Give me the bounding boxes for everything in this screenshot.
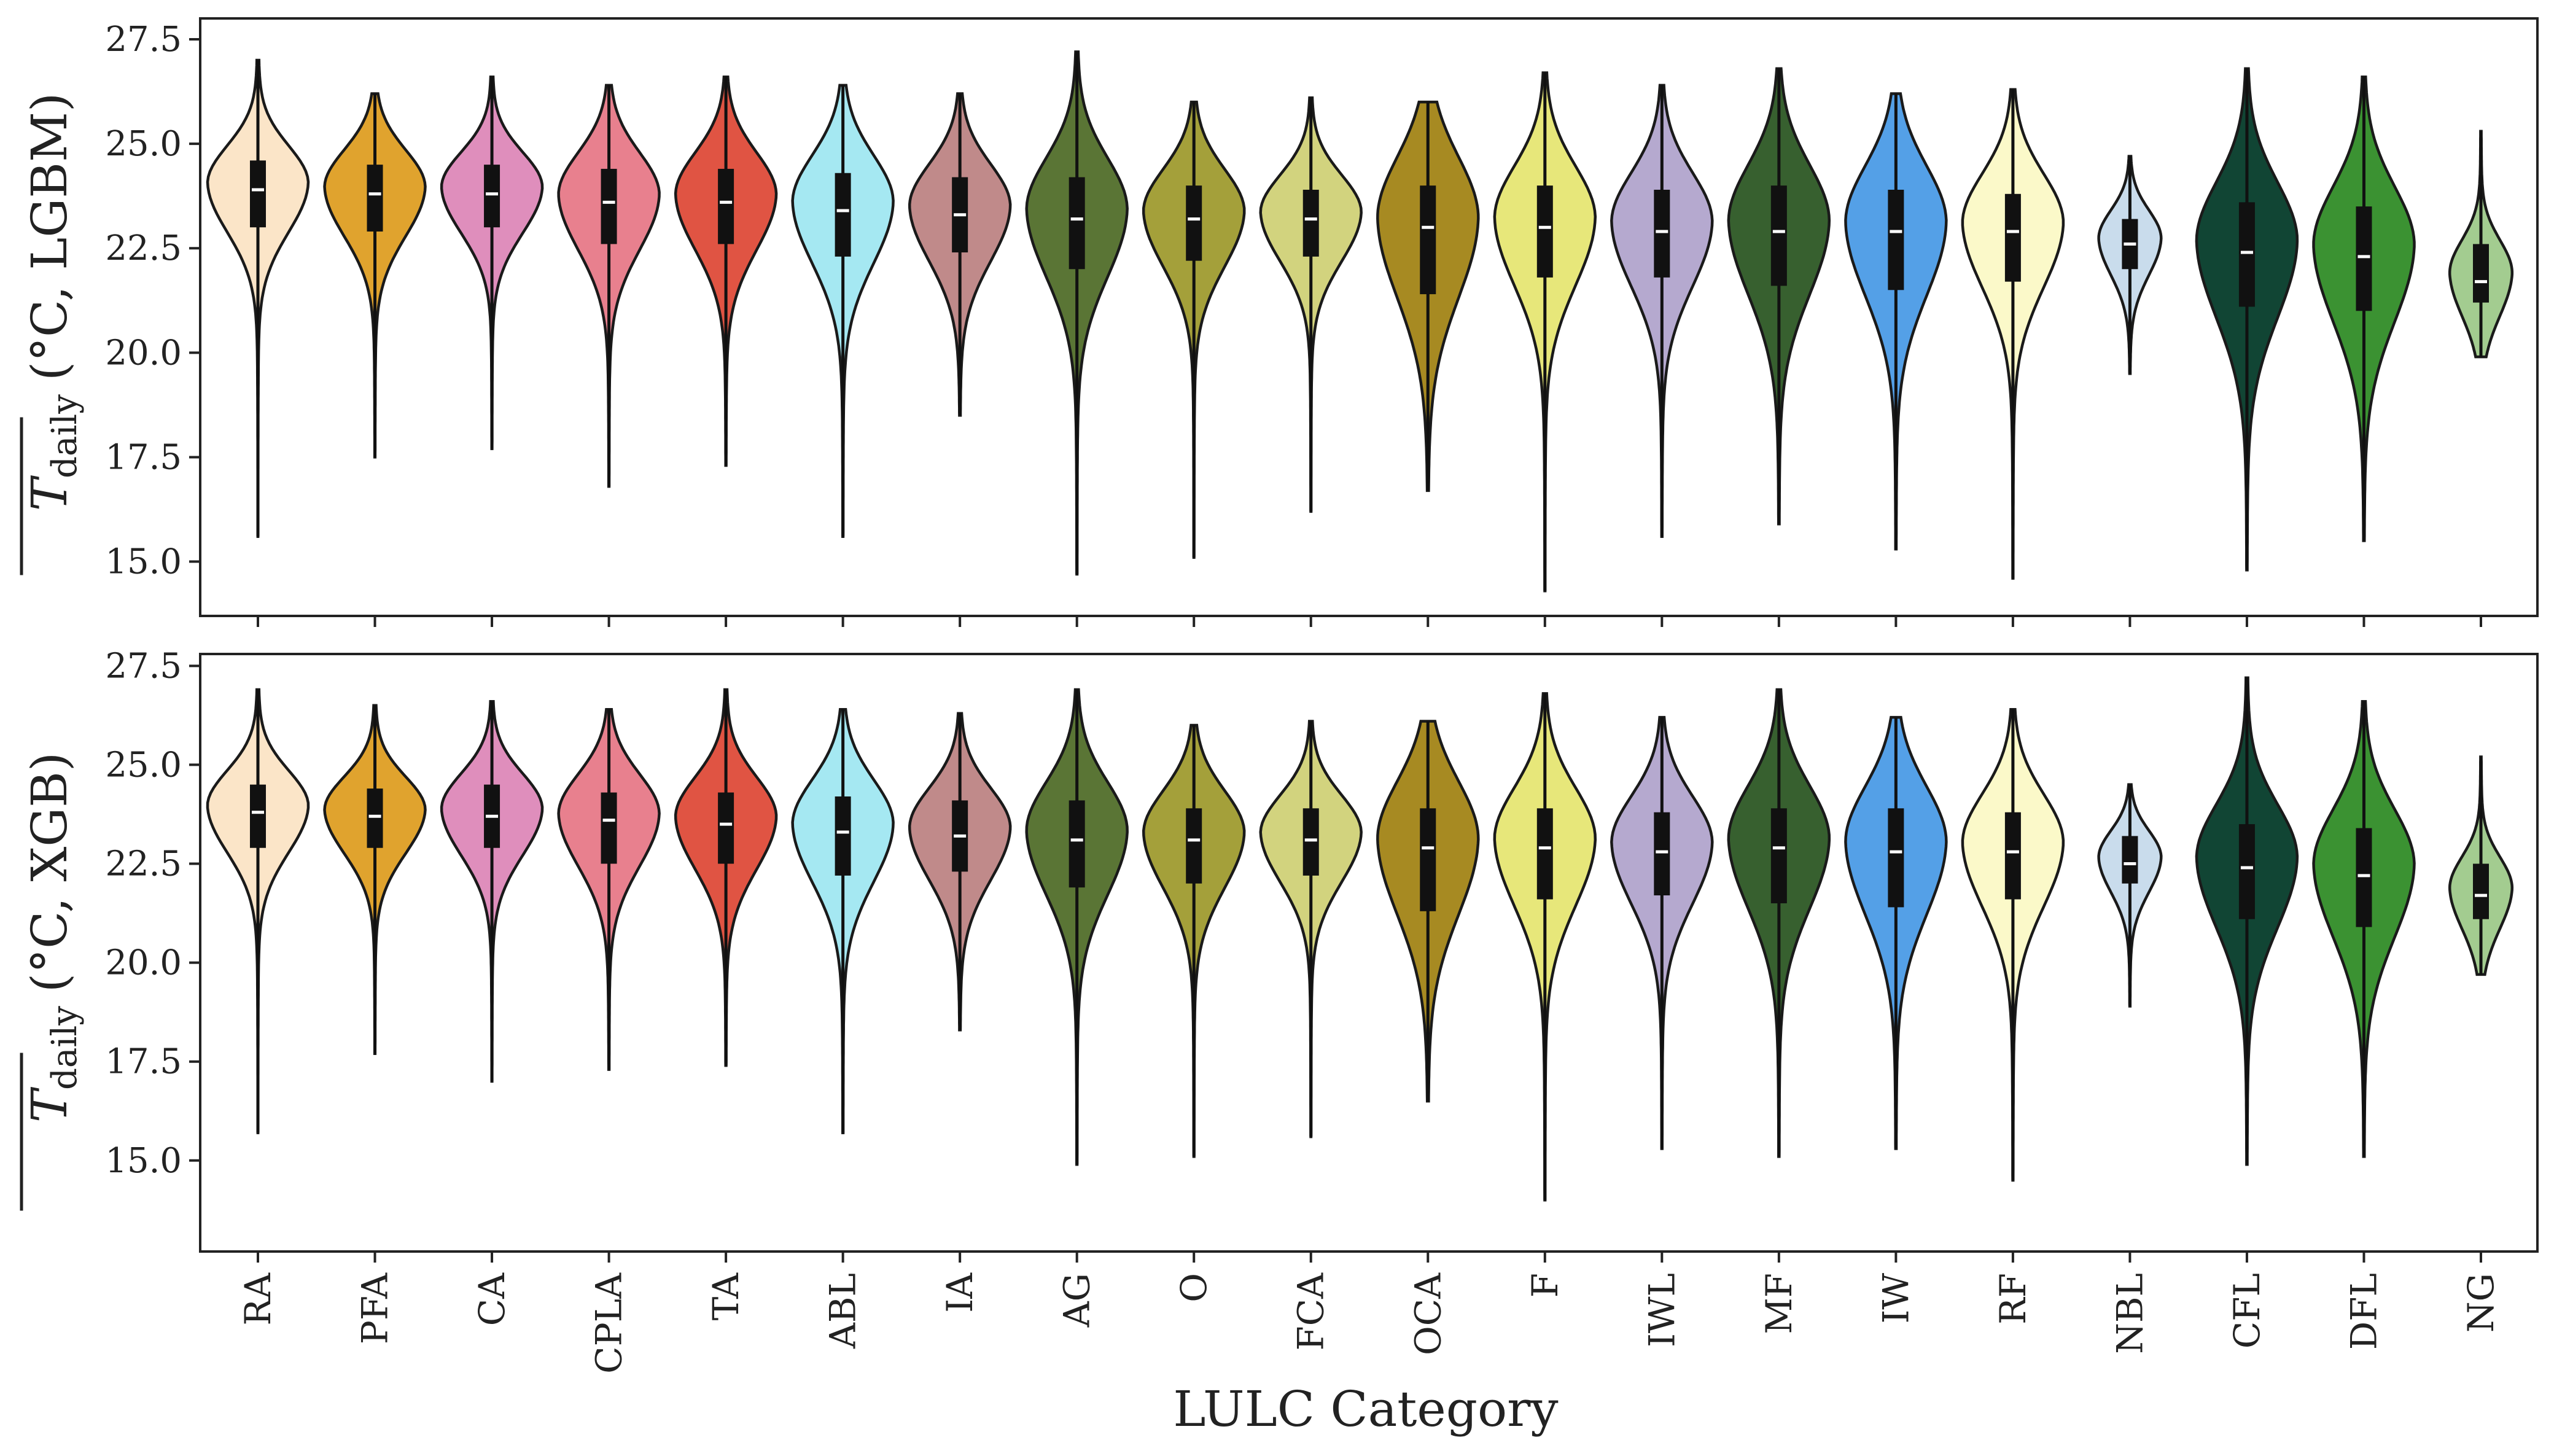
iqr-box-dfl [2356, 206, 2372, 311]
panel-xgb: 15.0 17.5 20.0 22.5 25.0 27.5 RA PFA CA CPLA TA AB… [20, 646, 2539, 1374]
iqr-box-ra [250, 160, 266, 228]
x-tick-label-ta: TA [705, 1272, 747, 1321]
y-tick-label: 20.0 [105, 333, 182, 373]
iqr-box-abl [835, 173, 851, 257]
iqr-box-dfl [2356, 828, 2372, 927]
iqr-box-iw [1888, 808, 1904, 908]
iqr-box-o [1186, 185, 1202, 261]
iqr-box-rf [2004, 812, 2021, 900]
iqr-box-ng [2473, 863, 2489, 919]
iqr-box-ta [718, 792, 734, 864]
x-tick-label-ca: CA [471, 1272, 513, 1326]
iqr-box-ag [1069, 800, 1085, 888]
y-tick-label: 25.0 [105, 745, 182, 785]
x-ticks-lgbm [257, 616, 2482, 627]
x-tick-label-dfl: DFL [2343, 1273, 2385, 1350]
x-tick-label-f: F [1524, 1273, 1566, 1298]
y-ticks-xgb: 15.0 17.5 20.0 22.5 25.0 27.5 [105, 646, 200, 1181]
x-tick-label-cpla: CPLA [588, 1272, 630, 1374]
y-tick-label: 17.5 [105, 437, 182, 477]
plot-frame-xgb [199, 653, 2539, 1253]
iqr-box-fca [1302, 808, 1319, 876]
plot-frame-lgbm [199, 17, 2539, 617]
iqr-box-iwl [1654, 189, 1670, 278]
x-tick-label-nbl: NBL [2109, 1273, 2151, 1354]
x-tick-label-o: O [1173, 1273, 1215, 1302]
iqr-box-cfl [2238, 202, 2255, 307]
x-tick-label-oca: OCA [1407, 1272, 1449, 1355]
x-tick-label-mf: MF [1758, 1273, 1800, 1334]
y-tick-label: 20.0 [105, 943, 182, 983]
y-axis-label-xgb: Tdaily(°C, XGB) [21, 752, 85, 1123]
iqr-box-cfl [2238, 824, 2255, 919]
iqr-box-nbl [2122, 836, 2138, 884]
y-tick-label: 17.5 [105, 1042, 182, 1082]
iqr-box-iw [1888, 189, 1904, 290]
iqr-box-ta [718, 168, 734, 244]
y-tick-label: 15.0 [105, 542, 182, 582]
x-tick-label-ng: NG [2460, 1273, 2502, 1333]
violins-xgb [206, 676, 2514, 1202]
iqr-box-mf [1770, 185, 1787, 286]
x-tick-label-iwl: IWL [1641, 1273, 1683, 1347]
y-tick-label: 25.0 [105, 124, 182, 164]
x-tick-label-fca: FCA [1290, 1272, 1332, 1351]
iqr-box-pfa [367, 165, 383, 232]
x-tick-label-iw: IW [1875, 1273, 1917, 1324]
x-tick-label-ra: RA [237, 1272, 279, 1326]
iqr-box-oca [1420, 808, 1436, 911]
x-tick-label-abl: ABL [822, 1273, 864, 1349]
iqr-box-oca [1420, 185, 1436, 295]
iqr-box-ca [484, 165, 500, 228]
x-axis-label: LULC Category [1173, 1380, 1558, 1438]
iqr-box-fca [1302, 189, 1319, 257]
x-tick-label-pfa: PFA [354, 1272, 396, 1344]
violins-lgbm [206, 50, 2514, 593]
y-ticks-lgbm: 15.0 17.5 20.0 22.5 25.0 27.5 [105, 20, 200, 582]
iqr-box-ra [250, 784, 266, 848]
x-ticks-xgb: RA PFA CA CPLA TA ABL IA AG O FCA OCA F IWL MF IW RF NBL… [237, 1252, 2502, 1374]
iqr-box-abl [835, 796, 851, 876]
iqr-box-rf [2004, 193, 2021, 282]
iqr-box-f [1536, 808, 1553, 900]
iqr-box-o [1186, 808, 1202, 884]
y-tick-label: 15.0 [105, 1141, 182, 1181]
y-tick-label: 22.5 [105, 228, 182, 268]
y-tick-label: 27.5 [105, 20, 182, 60]
iqr-box-cpla [601, 792, 617, 864]
iqr-box-cpla [601, 168, 617, 244]
iqr-box-ag [1069, 177, 1085, 270]
iqr-box-f [1536, 185, 1553, 278]
iqr-box-ng [2473, 244, 2489, 303]
x-tick-label-ag: AG [1056, 1273, 1098, 1328]
iqr-box-iwl [1654, 812, 1670, 896]
y-axis-label-lgbm: Tdaily(°C, LGBM) [21, 93, 85, 511]
iqr-box-pfa [367, 788, 383, 848]
panel-lgbm: 15.0 17.5 20.0 22.5 25.0 27.5 Tdaily(°C, LGBM… [20, 17, 2539, 627]
x-tick-label-ia: IA [939, 1272, 981, 1313]
y-tick-label: 22.5 [105, 844, 182, 884]
y-tick-label: 27.5 [105, 646, 182, 686]
iqr-box-mf [1770, 808, 1787, 903]
x-tick-label-cfl: CFL [2226, 1273, 2268, 1349]
x-tick-label-rf: RF [1992, 1273, 2034, 1325]
